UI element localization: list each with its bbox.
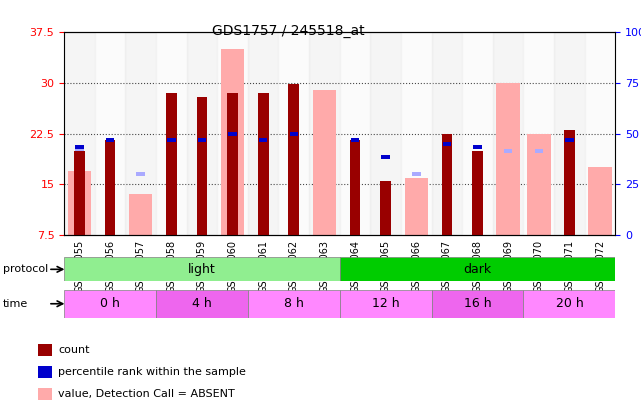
FancyBboxPatch shape (248, 290, 340, 318)
Bar (167, 139, 176, 143)
Bar (137, 172, 145, 176)
Bar (370, 32, 401, 235)
Bar (64, 32, 95, 235)
Bar (95, 32, 126, 235)
Bar (221, 49, 244, 235)
Bar (442, 134, 453, 235)
Bar (75, 145, 84, 149)
Bar (228, 132, 237, 136)
Bar (493, 32, 524, 235)
Bar (443, 142, 451, 146)
Text: light: light (188, 263, 216, 276)
Bar (401, 32, 431, 235)
Bar (74, 151, 85, 235)
Bar (104, 141, 115, 235)
Text: dark: dark (463, 263, 492, 276)
Bar (380, 181, 391, 235)
Bar (351, 139, 360, 143)
Bar (129, 194, 153, 235)
Bar (197, 96, 207, 235)
Bar (585, 32, 615, 235)
Text: 20 h: 20 h (556, 297, 583, 310)
Bar (38, 367, 53, 378)
Bar (472, 151, 483, 235)
FancyBboxPatch shape (524, 290, 615, 318)
Bar (38, 345, 53, 356)
Text: 0 h: 0 h (100, 297, 120, 310)
Bar (340, 32, 370, 235)
Bar (313, 90, 337, 235)
Text: 16 h: 16 h (463, 297, 492, 310)
FancyBboxPatch shape (340, 257, 615, 281)
Bar (412, 172, 420, 176)
Bar (126, 32, 156, 235)
Text: time: time (3, 299, 28, 309)
Bar (350, 141, 360, 235)
Bar (38, 388, 53, 400)
Bar (462, 32, 493, 235)
Bar (565, 139, 574, 143)
Bar (554, 32, 585, 235)
FancyBboxPatch shape (64, 290, 156, 318)
Bar (524, 32, 554, 235)
Bar (381, 155, 390, 159)
Bar (259, 139, 267, 143)
Text: 8 h: 8 h (284, 297, 304, 310)
Bar (496, 83, 520, 235)
Bar (278, 32, 309, 235)
Bar (473, 145, 482, 149)
Text: percentile rank within the sample: percentile rank within the sample (58, 367, 246, 377)
Bar (527, 134, 551, 235)
Bar (67, 171, 91, 235)
Bar (290, 132, 298, 136)
Bar (217, 32, 248, 235)
Text: value, Detection Call = ABSENT: value, Detection Call = ABSENT (58, 389, 235, 399)
Bar (228, 132, 237, 136)
Bar (156, 32, 187, 235)
Text: count: count (58, 345, 90, 355)
Bar (258, 93, 269, 235)
FancyBboxPatch shape (156, 290, 248, 318)
Bar (288, 84, 299, 235)
Bar (535, 149, 543, 153)
Bar (309, 32, 340, 235)
Bar (248, 32, 278, 235)
Text: 4 h: 4 h (192, 297, 212, 310)
Text: 12 h: 12 h (372, 297, 399, 310)
FancyBboxPatch shape (431, 290, 524, 318)
Bar (588, 167, 612, 235)
Bar (166, 93, 177, 235)
Bar (564, 130, 575, 235)
Bar (197, 139, 206, 143)
Text: protocol: protocol (3, 264, 49, 274)
Text: GDS1757 / 245518_at: GDS1757 / 245518_at (212, 24, 365, 38)
FancyBboxPatch shape (64, 257, 340, 281)
Bar (106, 139, 114, 143)
Bar (504, 149, 512, 153)
Bar (404, 177, 428, 235)
Bar (75, 149, 84, 153)
Bar (431, 32, 462, 235)
FancyBboxPatch shape (340, 290, 431, 318)
Bar (187, 32, 217, 235)
Bar (227, 93, 238, 235)
